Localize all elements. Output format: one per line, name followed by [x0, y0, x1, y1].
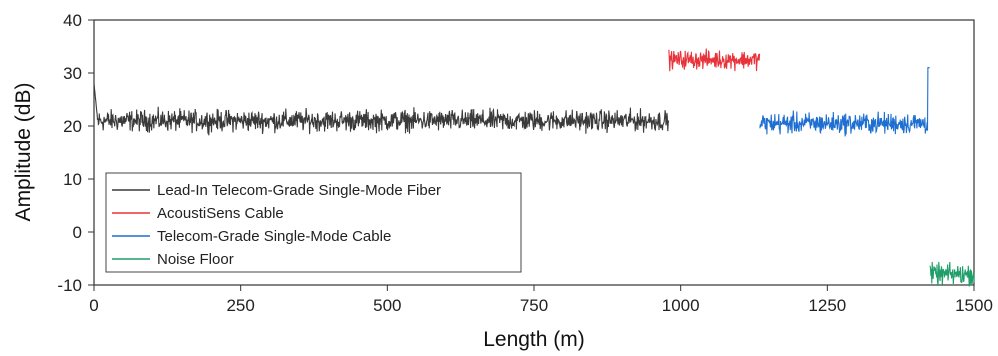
x-tick-label: 750 — [520, 296, 548, 315]
y-tick-label: 10 — [63, 170, 82, 189]
series-layer — [93, 48, 975, 287]
y-axis: -10 0 10 20 30 40 — [57, 11, 94, 295]
y-tick-label: 20 — [63, 117, 82, 136]
y-tick-label: 30 — [63, 64, 82, 83]
legend-label-3: Telecom-Grade Single-Mode Cable — [157, 228, 391, 245]
series-line-1 — [93, 83, 670, 136]
series-line-3 — [759, 67, 930, 137]
x-tick-label: 250 — [226, 296, 254, 315]
x-axis-title: Length (m) — [483, 328, 585, 351]
series-line-4 — [929, 261, 975, 287]
y-tick-label: 0 — [73, 223, 82, 242]
legend-label-1: Lead-In Telecom-Grade Single-Mode Fiber — [157, 182, 441, 199]
y-axis-title: Amplitude (dB) — [12, 83, 35, 222]
legend-label-4: Noise Floor — [157, 251, 234, 268]
x-tick-label: 1000 — [662, 296, 700, 315]
x-tick-label: 1500 — [955, 296, 993, 315]
x-axis: 0 250 500 750 1000 1250 1500 — [89, 285, 993, 315]
legend-box — [105, 172, 522, 273]
x-tick-label: 0 — [89, 296, 98, 315]
x-tick-label: 500 — [373, 296, 401, 315]
legend-label-2: AcoustiSens Cable — [157, 205, 284, 222]
y-tick-label: 40 — [63, 11, 82, 30]
y-tick-label: -10 — [57, 276, 82, 295]
x-tick-label: 1250 — [808, 296, 846, 315]
legend: Lead-In Telecom-Grade Single-Mode Fiber A… — [105, 172, 522, 273]
series-line-2 — [668, 48, 761, 72]
